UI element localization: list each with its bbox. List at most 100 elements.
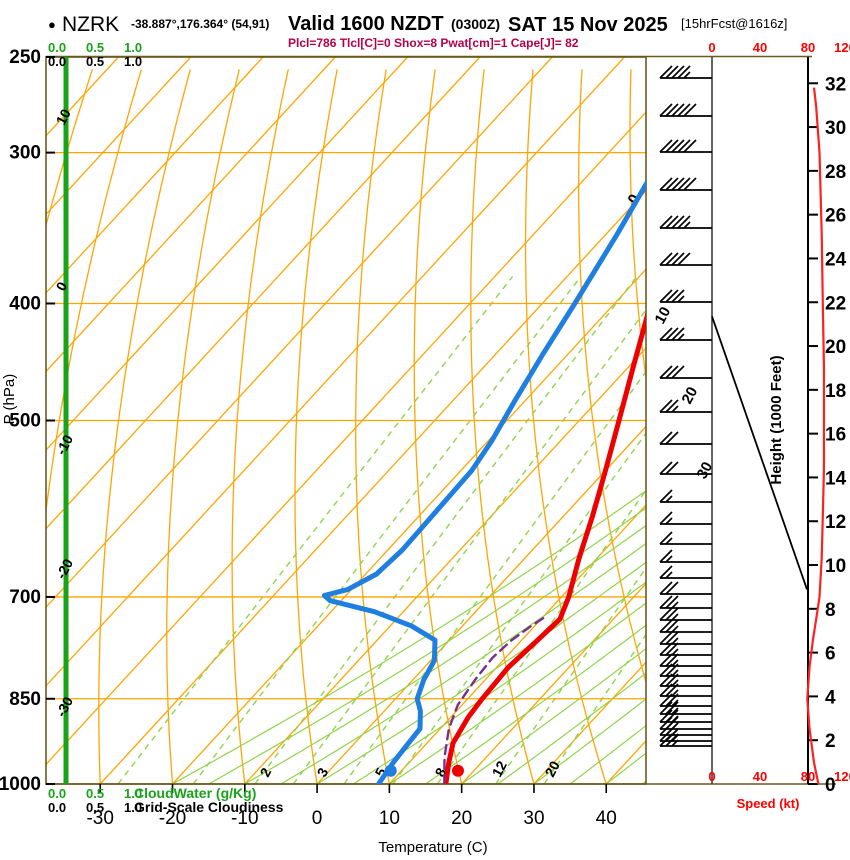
height-tick-label-24: 24: [825, 249, 847, 270]
pressure-tick-label-400: 400: [9, 293, 41, 314]
temperature-axis-label: Temperature (C): [378, 839, 487, 856]
wind-barb: [659, 327, 712, 341]
valid-time: Valid 1600 NZDT: [288, 13, 444, 35]
wind-barb: [659, 511, 712, 525]
pressure-tick-label-700: 700: [9, 587, 41, 608]
cloudiness-tick-bottom-0.0: 0.0: [48, 800, 66, 815]
dry-adiabat-30: [470, 69, 535, 784]
dry-adiabat-20: [413, 69, 463, 784]
pressure-tick-label-1000: 1000: [0, 774, 41, 795]
moist-adiabat-20: [461, 647, 646, 784]
dry-adiabat-60: [629, 69, 646, 384]
dewpoint-trace: [321, 179, 646, 784]
wind-barb: [659, 653, 712, 667]
moist-adiabat-25: [497, 672, 646, 784]
height-tick-label-20: 20: [825, 337, 846, 358]
moist-adiabat-40: [605, 752, 646, 784]
height-tick-label-32: 32: [825, 74, 846, 95]
height-tick-label-4: 4: [825, 687, 836, 708]
stability-indices: Plcl=786 Tlcl[C]=0 Shox=8 Pwat[cm]=1 Cap…: [288, 36, 579, 50]
speed-tick-top-40: 40: [753, 40, 767, 55]
speed-tick-bottom-0: 0: [708, 769, 715, 784]
cloudiness-tick-bottom-0.5: 0.5: [86, 800, 104, 815]
isotherm--90: [46, 57, 336, 373]
speed-tick-top-0: 0: [708, 40, 715, 55]
dry-adiabat-label-left--10: -10: [53, 432, 77, 458]
mixing-ratio-20: [495, 566, 646, 784]
station-name: NZRK: [62, 13, 119, 36]
utc-time: (0300Z): [451, 16, 500, 32]
mixing-ratio-label-2: 2: [257, 765, 275, 780]
speed-axis-label: Speed (kt): [737, 796, 800, 811]
speed-tick-bottom-120: 120: [834, 769, 850, 784]
mixing-ratio-label-20: 20: [542, 758, 564, 779]
cloudwater-tick-1.0: 1.0: [124, 40, 142, 55]
isotherm--100: [46, 57, 264, 294]
cloudwater-tick-bottom-1.0: 1.0: [124, 786, 142, 801]
parcel-trace: [443, 614, 549, 784]
isotherm-0: [316, 425, 646, 784]
forecast-hour: [15hrFcst@1616z]: [681, 16, 787, 31]
temp-tick-label--20: -20: [159, 808, 186, 829]
dry-adiabat-label-right-10: 10: [652, 304, 675, 327]
pressure-axis-label: P (hPa): [1, 374, 18, 425]
wind-barb: [659, 431, 712, 445]
dry-adiabat-0: [294, 69, 338, 784]
mixing-ratio-label-12: 12: [489, 758, 511, 779]
height-axis-label: Height (1000 Feet): [768, 355, 785, 484]
height-tick-label-22: 22: [825, 293, 846, 314]
height-tick-label-28: 28: [825, 162, 846, 183]
cloudwater-tick-bottom-0.0: 0.0: [48, 786, 66, 801]
mixing-ratio-3: [292, 308, 646, 784]
dry-adiabat-40: [524, 69, 607, 784]
pressure-tick-label-250: 250: [9, 47, 41, 68]
wind-barb: [659, 252, 712, 266]
wind-barb: [659, 177, 712, 191]
dry-adiabat--40: [46, 69, 143, 516]
temperature-trace: [443, 311, 646, 784]
dry-adiabat-label-right-20: 20: [679, 384, 702, 407]
cloudwater-tick-0.5: 0.5: [86, 40, 104, 55]
wind-barb: [659, 289, 712, 303]
cloudwater-scale-label: CloudWater (g/Kg): [134, 785, 256, 801]
mixing-ratio-0.4: [117, 276, 514, 784]
wind-barb: [659, 642, 712, 656]
speed-tick-top-120: 120: [834, 40, 850, 55]
wind-barb: [659, 663, 712, 677]
height-tick-label-8: 8: [825, 600, 836, 621]
cloudiness-scale-label: Grid-Scale Cloudiness: [134, 799, 284, 815]
cloudwater-tick-bottom-0.5: 0.5: [86, 786, 104, 801]
isotherm--110: [46, 57, 192, 216]
cloudiness-tick-0.0: 0.0: [48, 54, 66, 69]
height-tick-label-10: 10: [825, 556, 846, 577]
wind-barb: [659, 733, 712, 747]
speed-axis: 0 0 40 40 80 80 120 120: [708, 40, 850, 784]
temp-tick-label-10: 10: [379, 808, 400, 829]
wind-barb: [659, 139, 712, 153]
mixing-ratio-5: [343, 370, 646, 784]
dry-adiabat-10: [355, 69, 391, 784]
wind-envelope-line: [711, 316, 808, 590]
station-marker-icon: ●: [48, 17, 56, 32]
wind-barb: [659, 65, 712, 79]
wind-barb: [659, 619, 712, 633]
dewpoint-surface-marker: [384, 764, 397, 777]
moist-adiabat--15: [208, 507, 646, 784]
temp-tick-label-30: 30: [523, 808, 544, 829]
mixing-ratio-30: [543, 633, 646, 784]
moist-adiabat-5: [352, 581, 646, 784]
cloudwater-scale: 0.0 0.0 0.5 0.5 1.0 1.0: [48, 40, 142, 801]
moist-adiabat-15: [425, 624, 646, 784]
wind-barb: [659, 103, 712, 117]
pressure-tick-label-850: 850: [9, 689, 41, 710]
wind-barb: [659, 549, 712, 563]
mixing-ratio-2: [254, 276, 638, 784]
temp-tick-label-40: 40: [596, 808, 617, 829]
sounding-traces: [321, 179, 646, 784]
wind-barb: [659, 595, 712, 609]
height-tick-label-12: 12: [825, 512, 846, 533]
wind-barb: [659, 631, 712, 645]
station-coords: -38.887°,176.364° (54,91): [131, 17, 269, 31]
